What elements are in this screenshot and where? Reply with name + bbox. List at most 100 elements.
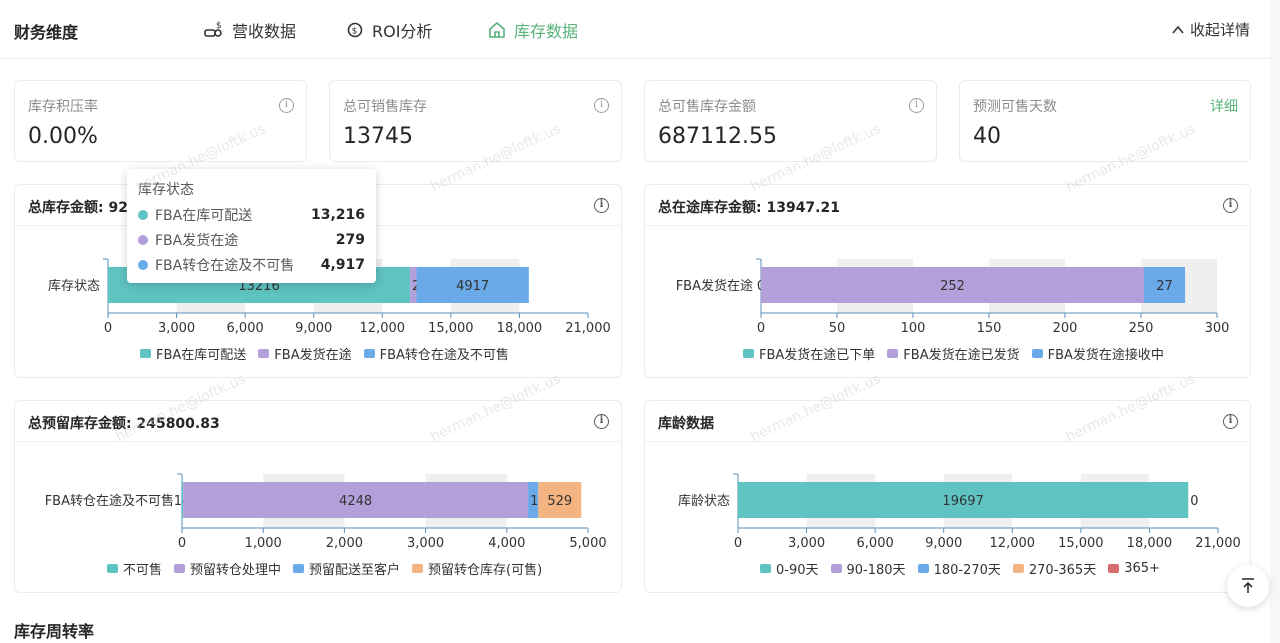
section-title-turnover: 库存周转率	[14, 622, 95, 641]
legend-label: 预留配送至客户	[309, 563, 401, 578]
legend-item[interactable]: 预留配送至客户	[293, 559, 400, 578]
vertical-scrollbar[interactable]	[1270, 0, 1280, 643]
chart-legend: FBA发货在途已下单 FBA发货在途已发货 FBA发货在途接收中	[743, 344, 1176, 363]
info-icon[interactable]: i	[279, 98, 294, 113]
legend-swatch	[743, 349, 754, 358]
collapse-details-label: 收起详情	[1189, 21, 1250, 39]
legend-label: 365+	[1124, 561, 1160, 576]
legend-item[interactable]: 预留转仓处理中	[174, 559, 281, 578]
x-tick-label: 2,000	[326, 536, 363, 551]
x-tick-label: 6,000	[857, 536, 894, 551]
svg-text:$: $	[216, 21, 222, 31]
legend-item[interactable]: FBA转仓在途及不可售	[363, 344, 509, 363]
info-icon[interactable]: i	[1223, 414, 1238, 429]
legend-label: 270-365天	[1028, 563, 1097, 578]
x-tick-label: 21,000	[1195, 536, 1241, 551]
legend-label: 0-90天	[776, 563, 819, 578]
kpi-card-sellable-stock-amount: 总可售库存金额 i 687112.55	[644, 80, 937, 162]
tooltip-title: 库存状态	[138, 182, 194, 198]
legend-label: FBA发货在途已下单	[759, 348, 876, 363]
bar-1	[182, 482, 184, 518]
bar-3	[1144, 267, 1186, 303]
legend-item[interactable]: 365+	[1108, 559, 1160, 578]
category-label: 库存状态	[48, 278, 100, 294]
x-tick-label: 12,000	[360, 321, 406, 336]
info-icon[interactable]: i	[1223, 198, 1238, 213]
legend-item[interactable]: FBA发货在途	[258, 344, 352, 363]
category-label: FBA发货在途	[676, 278, 753, 294]
info-icon[interactable]: i	[594, 198, 609, 213]
details-link[interactable]: 详细	[1210, 99, 1238, 115]
x-tick-label: 12,000	[990, 536, 1035, 551]
x-tick-label: 100	[901, 321, 926, 336]
tab-inventory[interactable]: 库存数据	[488, 17, 578, 43]
bar-2	[410, 267, 417, 303]
legend-item[interactable]: 0-90天	[760, 559, 819, 578]
back-to-top-button[interactable]	[1227, 565, 1269, 607]
arrow-up-icon	[1242, 578, 1254, 593]
data-label: 19697	[942, 494, 983, 509]
tab-roi[interactable]: $ ROI分析	[346, 17, 432, 43]
bar-2	[183, 482, 529, 518]
chart-legend: 0-90天 90-180天 180-270天 270-365天 365+	[760, 559, 1172, 578]
legend-swatch	[412, 564, 424, 573]
legend-item[interactable]: FBA在库可配送	[140, 344, 246, 363]
kpi-card-sellable-stock: 总可销售库存 i 13745	[329, 80, 622, 162]
x-tick-label: 18,000	[497, 321, 543, 336]
legend-item[interactable]: 不可售	[107, 559, 162, 578]
chart-tooltip: 库存状态 FBA在库可配送 13,216 FBA发货在途 279 FBA转仓在途…	[127, 169, 376, 283]
legend-item[interactable]: 270-365天	[1012, 559, 1097, 578]
legend-label: FBA发货在途	[274, 348, 352, 363]
legend-item[interactable]: FBA发货在途已下单	[743, 344, 875, 363]
tab-revenue[interactable]: $ 营收数据	[204, 17, 296, 43]
info-icon[interactable]: i	[909, 98, 924, 113]
chevron-up-icon	[1172, 25, 1184, 34]
x-tick-label: 9,000	[295, 321, 332, 336]
chart-title: 总库存金额: 92	[28, 200, 128, 216]
x-tick-label: 3,000	[788, 536, 825, 551]
legend-item[interactable]: 180-270天	[917, 559, 1001, 578]
svg-text:$: $	[352, 27, 358, 37]
legend-swatch	[1012, 564, 1024, 573]
data-label: 27	[1156, 279, 1173, 294]
home-icon	[489, 22, 505, 38]
collapse-details-button[interactable]: 收起详情	[1172, 19, 1250, 40]
x-tick-label: 300	[1205, 321, 1230, 336]
bar-3	[416, 267, 529, 303]
refresh-dollar-icon: $	[347, 22, 363, 38]
x-tick-label: 15,000	[1058, 536, 1104, 551]
x-tick-label: 50	[829, 321, 846, 336]
x-tick-label: 4,000	[488, 536, 525, 551]
info-icon[interactable]: i	[594, 414, 609, 429]
x-tick-label: 0	[104, 321, 112, 336]
info-icon[interactable]: i	[594, 98, 609, 113]
stacked-bar-chart: FBA转仓在途及不可售14424812652901,0002,0003,0004…	[45, 473, 607, 551]
legend-item[interactable]: 90-180天	[830, 559, 906, 578]
legend-label: FBA发货在途已发货	[903, 348, 1020, 363]
legend-swatch	[107, 564, 118, 573]
stacked-bar-chart: 库龄状态 19697 0 0 3,000 6,000 9,000 12,000 15,000 18…	[678, 473, 1241, 551]
legend-label: 90-180天	[846, 563, 906, 578]
legend-swatch	[363, 349, 375, 358]
x-tick-label: 21,000	[565, 321, 611, 336]
x-tick-label: 15,000	[428, 321, 474, 336]
chart-legend: 不可售 预留转仓处理中 预留配送至客户 预留转仓库存(可售)	[107, 559, 554, 578]
legend-dot	[138, 259, 148, 270]
legend-swatch	[174, 564, 186, 573]
kpi-card-backlog-rate: 库存积压率 i 0.00%	[14, 80, 307, 162]
money-icon: $	[204, 21, 222, 37]
bar-4	[538, 482, 582, 518]
data-label: 4248	[339, 494, 372, 509]
legend-label: 180-270天	[933, 563, 1001, 578]
data-label: 252	[940, 279, 965, 294]
legend-item[interactable]: FBA发货在途已发货	[887, 344, 1020, 363]
x-tick-label: 18,000	[1127, 536, 1173, 551]
top-header: 财务维度 $ 营收数据 $ ROI分析 库存数据 收起详情	[0, 0, 1280, 59]
legend-label: 预留转仓库存(可售)	[428, 563, 543, 578]
data-label: 529	[547, 494, 572, 509]
chart-card-inventory-age: 库龄数据 i 库龄状态 19697 0 0 3,000 6,000 9,000 12,000 1…	[644, 400, 1251, 593]
tooltip-row: FBA在库可配送 13,216	[138, 202, 365, 227]
legend-label: FBA在库可配送	[156, 348, 247, 363]
legend-item[interactable]: 预留转仓库存(可售)	[412, 559, 542, 578]
legend-item[interactable]: FBA发货在途接收中	[1031, 344, 1164, 363]
